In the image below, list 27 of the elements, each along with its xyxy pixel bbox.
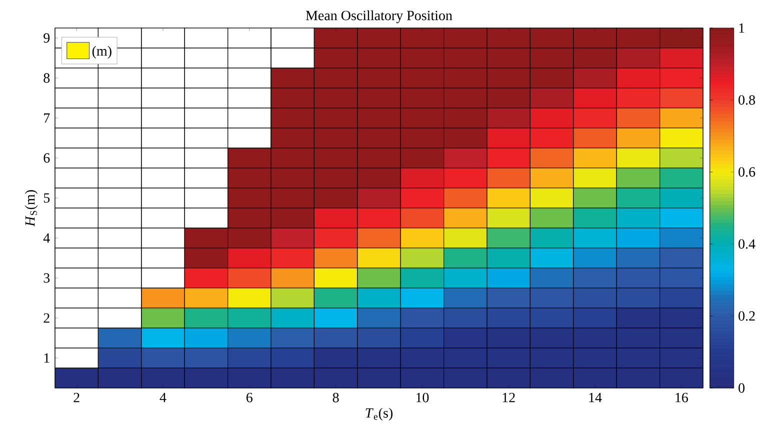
x-tick-label: 14 [589,392,602,402]
y-tick-label: 8 [44,73,50,83]
x-tick-label: 6 [246,392,252,402]
y-tick-label: 5 [44,193,50,203]
color-bar-label: 0.4 [738,239,756,249]
y-tick-label: 6 [44,153,50,163]
x-tick-label: 16 [676,392,688,402]
y-tick-label: 7 [44,113,50,123]
color-bar-label: 0.8 [738,95,756,105]
color-bar-label: 0.6 [738,167,756,177]
annotation: (m) [92,46,112,59]
chart-title: Mean Oscillatory Position [306,10,452,24]
color-bar-label: 1 [739,23,744,33]
x-tick-label: 2 [74,392,80,402]
color-bar-label: 0 [738,383,745,393]
x-tick-label: 10 [416,392,429,402]
x-tick-label: 12 [502,392,515,402]
color-bar-label: 0.2 [738,311,755,321]
y-tick-label: 1 [44,353,50,363]
x-axis-title: T$_{e}$(s) [366,408,392,421]
y-tick-label: 4 [43,233,50,243]
y-tick-label: 3 [44,273,50,283]
x-tick-label: 4 [160,392,166,402]
y-tick-label: 2 [44,313,50,323]
x-tick-label: 8 [332,392,339,402]
y-tick-label: 9 [44,33,50,43]
y-axis-title: H$_{S}$(m) [24,190,38,227]
